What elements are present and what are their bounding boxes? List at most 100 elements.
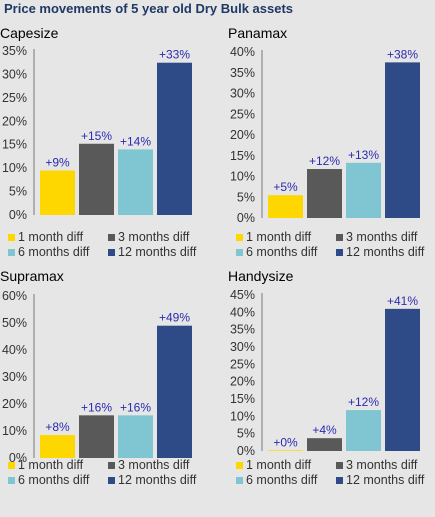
y-tick-label: 10% bbox=[2, 424, 27, 438]
legend-item: 6 months diff bbox=[236, 245, 317, 259]
data-label: +16% bbox=[81, 400, 112, 414]
legend-item: 6 months diff bbox=[8, 245, 89, 259]
legend-item: 3 months diff bbox=[108, 458, 189, 472]
bar bbox=[268, 195, 303, 218]
data-label: +38% bbox=[387, 47, 418, 61]
legend-label: 6 months diff bbox=[18, 245, 90, 259]
legend-label: 12 months diff bbox=[118, 245, 197, 259]
legend-item: 1 month diff bbox=[8, 230, 83, 244]
legend-label: 3 months diff bbox=[118, 458, 190, 472]
data-label: +5% bbox=[273, 180, 298, 194]
legend-swatch bbox=[236, 248, 243, 256]
legend-swatch bbox=[336, 233, 343, 241]
y-tick-label: 45% bbox=[230, 288, 255, 302]
bar bbox=[79, 415, 114, 458]
data-label: +0% bbox=[273, 435, 298, 449]
bar bbox=[79, 143, 114, 215]
bar bbox=[118, 415, 153, 458]
y-tick-label: 20% bbox=[2, 397, 27, 411]
chart-panel-panamax: Panamax 0% 5% 10% 15% 20% 25% 30% 35% 40% +5% +12%… bbox=[228, 25, 433, 262]
legend-swatch bbox=[108, 233, 115, 241]
y-tick-label: 5% bbox=[237, 190, 255, 204]
legend-item: 3 months diff bbox=[108, 230, 189, 244]
legend-item: 3 months diff bbox=[336, 230, 417, 244]
y-tick-label: 20% bbox=[230, 128, 255, 142]
y-tick-label: 35% bbox=[230, 66, 255, 80]
legend-swatch bbox=[8, 476, 15, 484]
y-tick-label: 25% bbox=[230, 357, 255, 371]
y-tick-label: 0% bbox=[237, 211, 255, 225]
bar bbox=[268, 450, 303, 451]
y-tick-label: 50% bbox=[2, 316, 27, 330]
legend-label: 12 months diff bbox=[346, 245, 425, 259]
y-tick-label: 30% bbox=[230, 87, 255, 101]
data-label: +12% bbox=[348, 395, 379, 409]
data-label: +13% bbox=[348, 148, 379, 162]
legend-swatch bbox=[236, 476, 243, 484]
y-tick-label: 25% bbox=[2, 91, 27, 105]
legend-swatch bbox=[108, 248, 115, 256]
chart-panel-supramax: Supramax 0% 10% 20% 30% 40% 50% 60% +8% +16% +16%… bbox=[0, 268, 210, 490]
chart-title: Supramax bbox=[0, 268, 64, 284]
y-tick-label: 5% bbox=[237, 427, 255, 441]
y-tick-label: 5% bbox=[9, 185, 27, 199]
legend-item: 12 months diff bbox=[108, 245, 196, 259]
page-title: Price movements of 5 year old Dry Bulk a… bbox=[4, 1, 294, 16]
chart-title: Handysize bbox=[228, 268, 294, 284]
chart-title: Panamax bbox=[228, 25, 288, 41]
data-label: +33% bbox=[159, 48, 190, 62]
chart-svg: 0% 5% 10% 15% 20% 25% 30% 35% +9% +15% +14% +33% bbox=[2, 44, 192, 222]
data-label: +14% bbox=[120, 134, 151, 148]
y-tick-label: 30% bbox=[2, 67, 27, 81]
legend-item: 6 months diff bbox=[8, 473, 89, 487]
legend-swatch bbox=[8, 461, 15, 469]
legend-item: 12 months diff bbox=[336, 245, 424, 259]
legend-item: 1 month diff bbox=[8, 458, 83, 472]
legend-label: 6 months diff bbox=[18, 473, 90, 487]
data-label: +9% bbox=[45, 155, 70, 169]
y-tick-label: 25% bbox=[230, 107, 255, 121]
y-tick-label: 10% bbox=[230, 170, 255, 184]
legend-swatch bbox=[336, 248, 343, 256]
y-tick-label: 20% bbox=[2, 114, 27, 128]
y-tick-label: 10% bbox=[2, 161, 27, 175]
legend-swatch bbox=[236, 233, 243, 241]
bar bbox=[40, 170, 75, 215]
legend-item: 12 months diff bbox=[108, 473, 196, 487]
legend-label: 12 months diff bbox=[346, 473, 425, 487]
y-tick-label: 15% bbox=[230, 149, 255, 163]
chart-svg: 0% 5% 10% 15% 20% 25% 30% 35% 40% +5% +12% +13% +38% bbox=[230, 45, 420, 225]
data-label: +15% bbox=[81, 129, 112, 143]
legend-swatch bbox=[8, 233, 15, 241]
bar bbox=[385, 308, 420, 451]
data-label: +41% bbox=[387, 294, 418, 308]
chart-panel-handysize: Handysize 0% 5% 10% 15% 20% 25% 30% 35% 40% 45% +0… bbox=[228, 268, 433, 490]
legend-label: 3 months diff bbox=[346, 458, 418, 472]
data-label: +12% bbox=[309, 154, 340, 168]
y-tick-label: 35% bbox=[2, 44, 27, 58]
bar bbox=[118, 149, 153, 215]
legend-item: 1 month diff bbox=[236, 458, 311, 472]
bar bbox=[346, 162, 381, 218]
y-tick-label: 10% bbox=[230, 409, 255, 423]
y-tick-label: 0% bbox=[237, 444, 255, 458]
bar bbox=[385, 62, 420, 218]
data-label: +8% bbox=[45, 420, 70, 434]
bar bbox=[157, 325, 192, 458]
legend-swatch bbox=[336, 476, 343, 484]
legend-label: 1 month diff bbox=[18, 230, 84, 244]
legend-label: 12 months diff bbox=[118, 473, 197, 487]
y-tick-label: 60% bbox=[2, 289, 27, 303]
legend-label: 6 months diff bbox=[246, 473, 318, 487]
bar bbox=[307, 438, 342, 451]
data-label: +16% bbox=[120, 400, 151, 414]
legend-swatch bbox=[108, 476, 115, 484]
legend-swatch bbox=[236, 461, 243, 469]
y-tick-label: 40% bbox=[2, 343, 27, 357]
legend-item: 12 months diff bbox=[336, 473, 424, 487]
legend-label: 6 months diff bbox=[246, 245, 318, 259]
bar bbox=[40, 435, 75, 458]
chart-svg: 0%10%20%30%40%50%60%+8%+16% +16%+49% bbox=[2, 289, 192, 465]
y-tick-label: 15% bbox=[2, 138, 27, 152]
legend-label: 3 months diff bbox=[346, 230, 418, 244]
